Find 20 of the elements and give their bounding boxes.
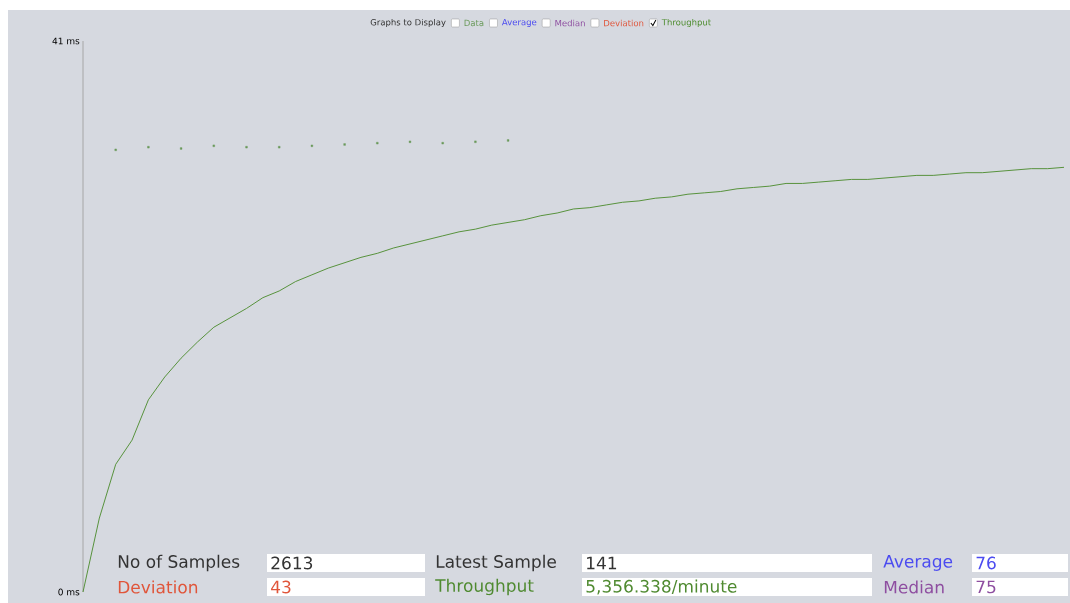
annotation: Deviation (118, 580, 198, 594)
annotation: Median (884, 580, 944, 594)
annotation: 5,356.338/minute (586, 579, 737, 595)
y-tick-label: 0 ms (58, 588, 80, 596)
text: Average (501, 19, 537, 27)
text: Deviation (604, 19, 644, 27)
annotation: 141 (587, 556, 617, 570)
annotation: Throughput (435, 578, 534, 596)
annotation: No of Samples (118, 554, 240, 572)
legend-title: Graphs to Display (370, 18, 446, 28)
annotation: 2613 (271, 556, 313, 570)
text: Median (555, 19, 585, 27)
annotation: 76 (976, 556, 996, 570)
annotation: Average (883, 555, 953, 571)
annotation: Latest Sample (436, 554, 556, 572)
text: Data (464, 19, 484, 27)
annotation: 75 (976, 580, 996, 594)
text: Throughput (661, 18, 711, 28)
y-tick-label: 41 ms (52, 37, 80, 45)
annotation: 43 (271, 580, 291, 594)
